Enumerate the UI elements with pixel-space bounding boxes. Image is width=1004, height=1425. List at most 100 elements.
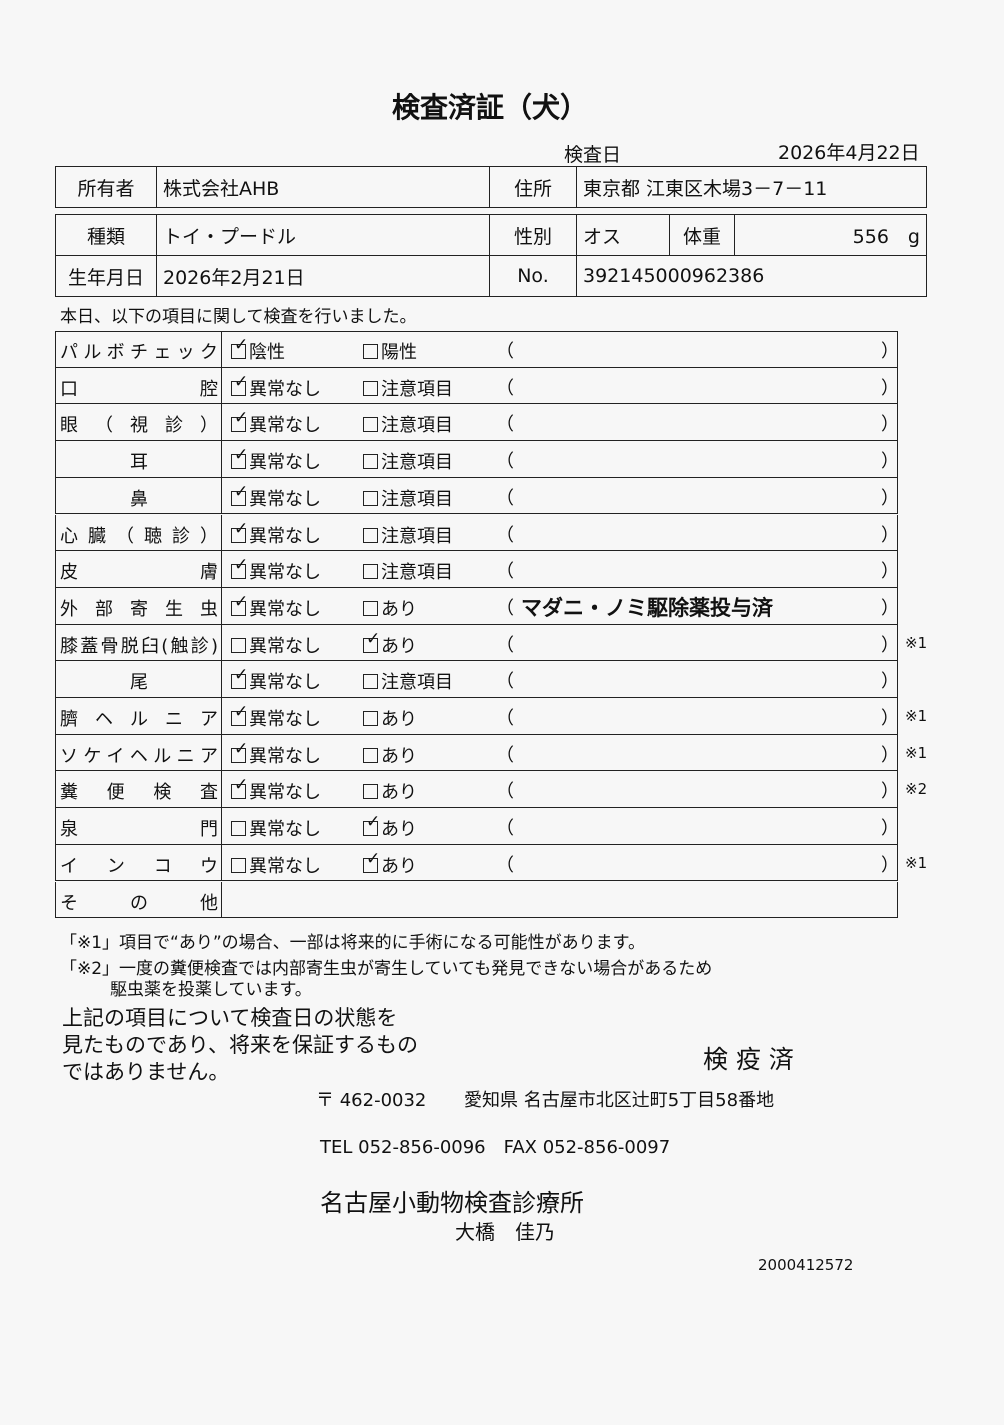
clinic-phone: TEL 052-856-0096 FAX 052-856-0097: [320, 1137, 671, 1158]
option-abnormal[interactable]: あり: [363, 812, 417, 841]
option-normal[interactable]: 異常なし: [231, 519, 321, 548]
check-item-label: 膝蓋骨脱臼(触診): [60, 635, 218, 657]
vet-name: 大橋 佳乃: [455, 1220, 555, 1244]
check-item-label: 口腔: [60, 378, 218, 400]
checkbox-icon[interactable]: [363, 674, 378, 690]
checkbox-icon[interactable]: [231, 665, 248, 690]
disclaimer-line: 見たものであり、将来を保証するもの: [62, 1033, 418, 1057]
check-item-label: 眼（視診）: [60, 415, 218, 437]
check-item-label: 心臓（聴診）: [60, 525, 218, 547]
disclaimer-line: 上記の項目について検査日の状態を: [62, 1006, 398, 1030]
checkbox-icon[interactable]: [231, 519, 248, 543]
checkbox-icon[interactable]: [231, 702, 248, 726]
option-abnormal[interactable]: あり: [363, 595, 417, 621]
check-item-label: ソケイヘルニア: [60, 745, 218, 767]
postal-code: 〒 462-0032: [316, 1090, 427, 1111]
checkbox-icon[interactable]: [231, 408, 248, 433]
checkbox-icon[interactable]: [231, 775, 248, 800]
check-row-other: その他: [55, 881, 898, 919]
option-abnormal[interactable]: あり: [363, 849, 417, 878]
checkbox-icon[interactable]: [363, 812, 380, 837]
checkbox-icon[interactable]: [231, 555, 248, 580]
option-normal[interactable]: 異常なし: [231, 555, 321, 584]
option-normal[interactable]: 異常なし: [231, 815, 321, 841]
paren-close: ）: [881, 818, 899, 840]
check-row: ソケイヘルニア 異常なし あり （ ）: [55, 734, 899, 772]
checkbox-icon[interactable]: [231, 335, 248, 359]
checkbox-icon[interactable]: [231, 482, 248, 506]
option-normal[interactable]: 異常なし: [231, 775, 321, 804]
option-normal[interactable]: 異常なし: [231, 739, 321, 768]
option-abnormal[interactable]: 陽性: [363, 338, 417, 364]
checkbox-icon[interactable]: [363, 629, 380, 653]
option-normal[interactable]: 異常なし: [231, 372, 321, 401]
checkbox-icon[interactable]: [363, 380, 378, 396]
checkbox-icon[interactable]: [363, 849, 380, 873]
checkbox-icon[interactable]: [363, 490, 378, 506]
option-label: 異常なし: [249, 598, 321, 620]
check-row: インコウ 異常なし あり （ ）: [55, 844, 899, 882]
option-normal[interactable]: 異常なし: [231, 665, 321, 694]
checkbox-icon[interactable]: [363, 747, 378, 763]
option-abnormal[interactable]: 注意項目: [363, 411, 453, 437]
check-row: 耳 異常なし 注意項目 （ ）: [55, 441, 899, 478]
option-normal[interactable]: 異常なし: [231, 702, 321, 731]
option-label: 注意項目: [381, 378, 453, 400]
option-label: 異常なし: [249, 525, 321, 547]
check-item-label: インコウ: [60, 855, 218, 877]
option-abnormal[interactable]: 注意項目: [363, 485, 453, 511]
option-label: 注意項目: [381, 525, 453, 547]
check-row: 糞便検査 異常なし あり （ ）: [55, 771, 899, 809]
checkbox-icon[interactable]: [231, 445, 248, 470]
option-normal[interactable]: 異常なし: [231, 632, 321, 658]
paren-open: （: [496, 561, 514, 583]
weight-label: 体重: [669, 214, 735, 256]
option-abnormal[interactable]: あり: [363, 705, 417, 731]
breed-label: 種類: [55, 214, 157, 256]
inspection-date: 2026年4月22日: [778, 142, 920, 164]
checkbox-icon[interactable]: [363, 784, 378, 800]
option-normal[interactable]: 異常なし: [231, 852, 321, 878]
option-normal[interactable]: 陰性: [231, 335, 285, 364]
checkbox-icon[interactable]: [363, 600, 378, 616]
footnote-2: 「※2」一度の糞便検査では内部寄生虫が寄生していても発見できない場合があるため: [60, 959, 713, 979]
checkbox-icon[interactable]: [231, 739, 248, 763]
option-label: 注意項目: [381, 488, 453, 510]
checkbox-icon[interactable]: [363, 564, 378, 580]
option-abnormal[interactable]: 注意項目: [363, 448, 453, 474]
option-normal[interactable]: 異常なし: [231, 445, 321, 474]
paren-open: （: [496, 744, 514, 766]
address-value: 東京都 江東区木場3－7－11: [576, 166, 927, 208]
option-abnormal[interactable]: あり: [363, 778, 417, 804]
checkbox-icon[interactable]: [231, 637, 246, 653]
clinic-address: 愛知県 名古屋市北区辻町5丁目58番地: [464, 1090, 775, 1111]
option-label: 異常なし: [249, 672, 321, 694]
checkbox-icon[interactable]: [231, 857, 246, 873]
option-label: あり: [381, 709, 417, 730]
checkbox-icon[interactable]: [363, 527, 378, 543]
checkbox-icon[interactable]: [363, 344, 378, 359]
option-abnormal[interactable]: あり: [363, 742, 417, 768]
option-abnormal[interactable]: 注意項目: [363, 375, 453, 401]
option-abnormal[interactable]: 注意項目: [363, 522, 453, 548]
check-row: 眼（視診） 異常なし 注意項目 （ ）: [55, 404, 899, 442]
option-abnormal[interactable]: 注意項目: [363, 668, 453, 694]
checkbox-icon[interactable]: [231, 372, 248, 396]
checkbox-icon[interactable]: [363, 417, 378, 433]
checkbox-icon[interactable]: [363, 454, 378, 470]
clinic-name: 名古屋小動物検査診療所: [320, 1189, 584, 1217]
option-label: 陰性: [249, 342, 285, 363]
option-abnormal[interactable]: 注意項目: [363, 558, 453, 584]
option-normal[interactable]: 異常なし: [231, 408, 321, 437]
option-label: 異常なし: [249, 782, 321, 804]
checkbox-icon[interactable]: [231, 821, 246, 837]
option-normal[interactable]: 異常なし: [231, 592, 321, 621]
checkbox-icon[interactable]: [231, 592, 248, 616]
option-normal[interactable]: 異常なし: [231, 482, 321, 511]
checkbox-icon[interactable]: [363, 711, 378, 726]
check-row: 鼻 異常なし 注意項目 （ ）: [55, 477, 899, 515]
option-label: 異常なし: [249, 819, 321, 841]
option-abnormal[interactable]: あり: [363, 629, 417, 658]
check-row: 泉門 異常なし あり （ ）: [55, 808, 899, 845]
